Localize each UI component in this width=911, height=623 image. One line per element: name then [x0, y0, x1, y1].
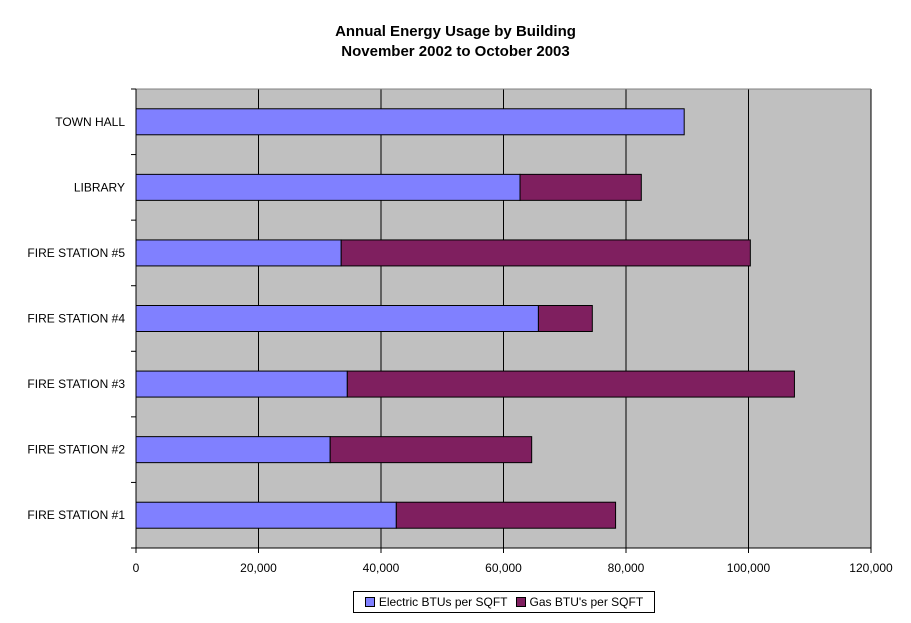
bar-electric — [135, 305, 539, 332]
bar-gas — [346, 370, 795, 398]
x-tick-label: 100,000 — [727, 561, 771, 575]
bar-chart: TOWN HALL LIBRARY FIRE STATION #5 FIRE STAT… — [27, 88, 893, 575]
bar-electric — [135, 436, 331, 464]
bar-electric — [135, 501, 397, 529]
legend-item-gas: Gas BTU's per SQFT — [515, 595, 644, 609]
x-tick-label: 60,000 — [485, 561, 522, 575]
category-label: TOWN HALL — [55, 115, 125, 129]
x-tick-label: 120,000 — [849, 561, 893, 575]
legend-label-gas: Gas BTU's per SQFT — [529, 595, 644, 609]
bar-electric — [135, 108, 685, 136]
x-tick-label: 0 — [133, 561, 140, 575]
bar-electric — [135, 239, 342, 267]
bar-gas — [519, 173, 642, 201]
legend-item-electric: Electric BTUs per SQFT — [364, 595, 508, 609]
x-tick-label: 20,000 — [240, 561, 277, 575]
category-label: FIRE STATION #1 — [27, 508, 125, 522]
bar-gas — [329, 436, 533, 464]
bar-gas — [340, 239, 751, 267]
category-label: LIBRARY — [74, 180, 125, 194]
category-label: FIRE STATION #3 — [27, 377, 125, 391]
chart-title: Annual Energy Usage by Building — [335, 23, 576, 40]
bar-gas — [395, 501, 617, 529]
legend-swatch-electric — [364, 597, 375, 607]
bar-gas — [537, 305, 593, 332]
category-label: FIRE STATION #5 — [27, 246, 125, 260]
legend-swatch-gas — [515, 597, 526, 607]
chart-subtitle: November 2002 to October 2003 — [341, 43, 570, 60]
category-label: FIRE STATION #4 — [27, 312, 125, 326]
bar-electric — [135, 370, 348, 398]
x-tick-label: 40,000 — [363, 561, 400, 575]
legend-label-electric: Electric BTUs per SQFT — [378, 595, 508, 609]
bar-electric — [135, 173, 521, 201]
x-tick-label: 80,000 — [608, 561, 645, 575]
legend: Electric BTUs per SQFT Gas BTU's per SQF… — [353, 591, 655, 613]
category-label: FIRE STATION #2 — [27, 443, 125, 457]
